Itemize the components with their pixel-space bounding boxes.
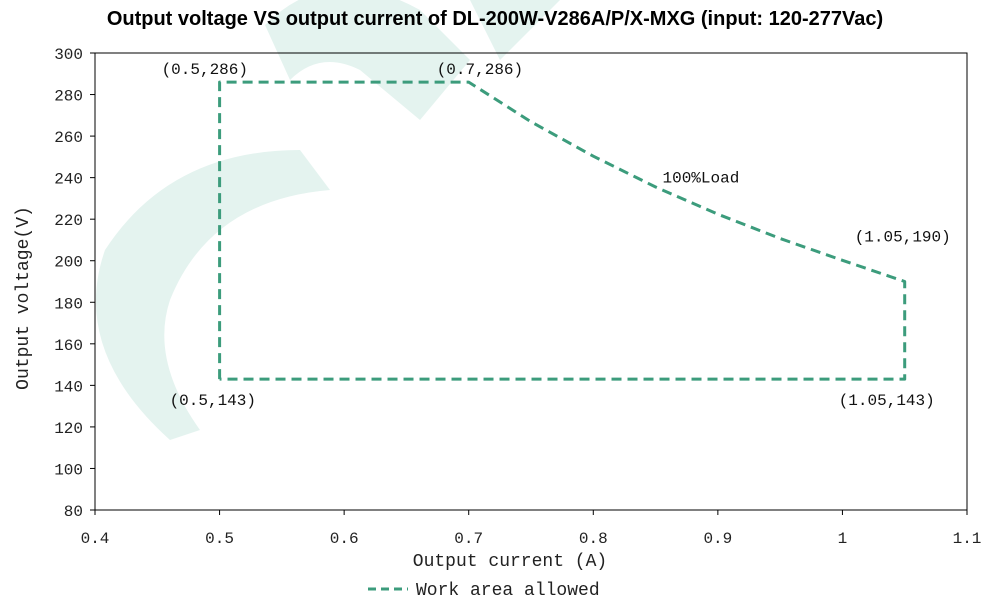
x-axis-title: Output current (A) <box>413 552 607 572</box>
chart-title: Output voltage VS output current of DL-2… <box>106 8 884 30</box>
x-tick-label: 0.9 <box>703 530 732 548</box>
y-axis-ticks: 80 100 120 140 160 180 200 220 240 260 280 300 <box>54 46 95 521</box>
series-line-work-area <box>218 80 907 381</box>
data-point-annotation: (0.5,286) <box>162 61 248 79</box>
data-point-annotation: (0.5,143) <box>170 392 256 410</box>
y-tick-label: 260 <box>54 129 83 147</box>
y-tick-label: 100 <box>54 461 83 479</box>
x-tick-label: 0.8 <box>579 530 608 548</box>
x-tick-label: 0.4 <box>81 530 110 548</box>
y-tick-label: 300 <box>54 46 83 64</box>
legend: Work area allowed <box>368 581 600 601</box>
y-axis-title: Output voltage(V) <box>14 206 34 390</box>
y-tick-label: 280 <box>54 88 83 106</box>
y-tick-label: 220 <box>54 212 83 230</box>
y-tick-label: 240 <box>54 171 83 189</box>
y-tick-label: 80 <box>64 503 83 521</box>
series-layer <box>218 80 907 381</box>
y-tick-label: 160 <box>54 337 83 355</box>
x-tick-label: 0.7 <box>454 530 483 548</box>
data-point-annotation: (1.05,190) <box>855 229 951 247</box>
y-tick-label: 200 <box>54 254 83 272</box>
data-point-annotation: (0.7,286) <box>437 61 523 79</box>
y-tick-label: 120 <box>54 420 83 438</box>
x-tick-label: 1 <box>838 530 848 548</box>
plot-area-frame <box>94 52 968 511</box>
x-tick-label: 0.5 <box>205 530 234 548</box>
x-tick-label: 1.1 <box>953 530 982 548</box>
legend-label: Work area allowed <box>416 581 600 601</box>
data-point-annotation: (1.05,143) <box>839 392 935 410</box>
annotations-layer: (0.5,286) (0.7,286) 100%Load (1.05,190) (0.5… <box>162 61 951 410</box>
y-tick-label: 140 <box>54 378 83 396</box>
data-point-annotation: 100%Load <box>662 170 739 188</box>
x-tick-label: 0.6 <box>330 530 359 548</box>
x-axis-ticks: 0.4 0.5 0.6 0.7 0.8 0.9 1 1.1 <box>81 510 982 548</box>
y-tick-label: 180 <box>54 295 83 313</box>
